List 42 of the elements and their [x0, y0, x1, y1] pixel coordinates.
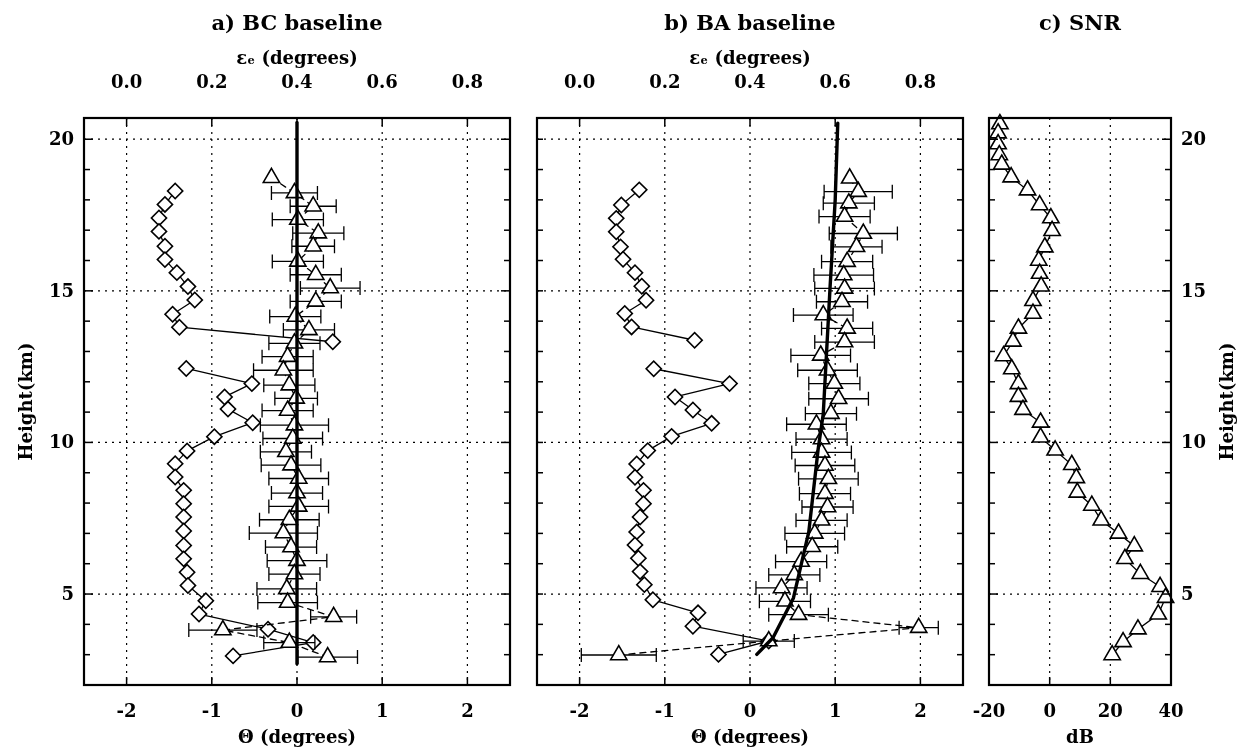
y2-tick-label: 20 — [1181, 128, 1207, 150]
x2-tick-label: 0.8 — [904, 71, 937, 92]
x-axis-title: dB — [1066, 726, 1094, 747]
x-axis-title: Θ (degrees) — [237, 726, 357, 747]
x-tick-label: 2 — [461, 700, 474, 721]
x-tick-label: 1 — [375, 700, 389, 721]
x2-axis-title: εₑ (degrees) — [236, 47, 358, 68]
x2-tick-label: 0.0 — [110, 71, 143, 92]
y2-axis-title: Height(km) — [1216, 342, 1237, 461]
x2-tick-label: 0.2 — [649, 71, 681, 92]
x-tick-label: 2 — [914, 700, 927, 721]
x2-tick-label: 0.0 — [563, 71, 596, 92]
chart-title: a) BC baseline — [211, 10, 383, 35]
x-tick-label: 0 — [1043, 700, 1056, 721]
y-tick-label: 10 — [48, 431, 74, 453]
x-tick-label: 0 — [743, 700, 757, 721]
y2-tick-label: 10 — [1181, 431, 1207, 453]
y2-tick-label: 15 — [1181, 279, 1207, 301]
y-tick-label: 20 — [48, 128, 74, 150]
chart-title: b) BA baseline — [664, 10, 836, 35]
x-tick-label: -20 — [972, 700, 1006, 721]
x-tick-label: -2 — [116, 700, 137, 721]
x-tick-label: -2 — [569, 700, 590, 721]
x-tick-label: 20 — [1097, 700, 1123, 721]
x2-tick-label: 0.2 — [196, 71, 228, 92]
y2-tick-label: 5 — [1181, 583, 1194, 605]
x-tick-label: -1 — [654, 700, 675, 721]
x2-tick-label: 0.8 — [451, 71, 484, 92]
y-tick-label: 5 — [61, 583, 74, 605]
x-tick-label: 0 — [290, 700, 304, 721]
x-tick-label: -1 — [201, 700, 222, 721]
x-tick-label: 1 — [828, 700, 842, 721]
x-tick-label: 40 — [1158, 700, 1184, 721]
x2-tick-label: 0.4 — [281, 71, 313, 92]
x2-tick-label: 0.4 — [734, 71, 766, 92]
x-axis-title: Θ (degrees) — [690, 726, 810, 747]
chart-title: c) SNR — [1039, 10, 1122, 35]
x2-axis-title: εₑ (degrees) — [689, 47, 811, 68]
y-tick-label: 15 — [48, 279, 74, 301]
x2-tick-label: 0.6 — [366, 71, 398, 92]
x2-tick-label: 0.6 — [819, 71, 851, 92]
y-axis-title: Height(km) — [15, 342, 36, 461]
